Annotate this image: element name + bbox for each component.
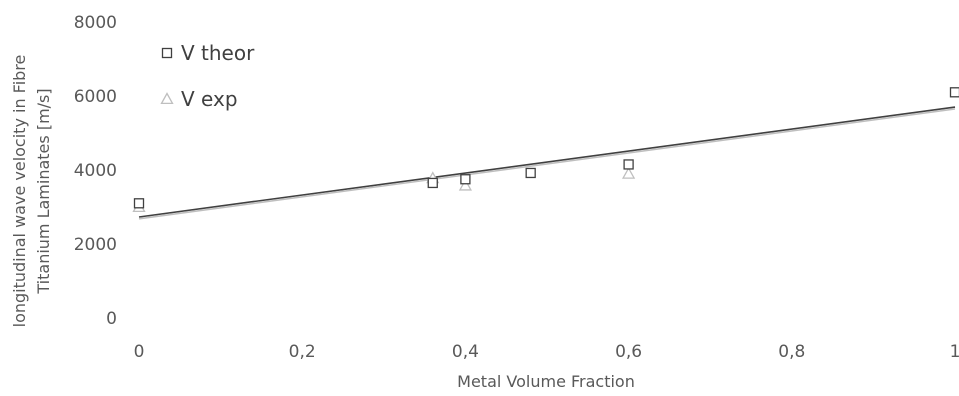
y-tick-label: 6000 [74, 87, 117, 107]
trendlines [139, 107, 955, 219]
x-axis-title: Metal Volume Fraction [457, 372, 635, 391]
theor-point-2 [461, 175, 470, 184]
x-tick-label: 1 [950, 342, 959, 362]
legend-marker-1 [162, 94, 173, 104]
theor-point-5 [951, 88, 959, 97]
y-axis-title-line-1: longitudinal wave velocity in Fibre [10, 55, 29, 328]
x-tick-label: 0,8 [778, 342, 805, 362]
y-tick-label: 0 [106, 309, 117, 329]
trendline-1 [139, 109, 955, 219]
x-tick-label: 0,2 [289, 342, 316, 362]
legend-label-1: V exp [181, 87, 238, 111]
exp-point-3 [623, 168, 634, 178]
x-tick-labels: 0 0,2 0,4 0,6 0,8 1 [134, 342, 959, 362]
theor-point-1 [428, 178, 437, 187]
theor-point-0 [135, 199, 144, 208]
x-tick-label: 0,6 [615, 342, 642, 362]
theor-point-3 [526, 168, 535, 177]
x-tick-label: 0,4 [452, 342, 479, 362]
trendline-0 [139, 107, 955, 217]
legend-marker-0 [163, 49, 172, 58]
x-tick-label: 0 [134, 342, 145, 362]
data-markers [134, 88, 959, 212]
y-tick-label: 8000 [74, 13, 117, 33]
y-tick-labels: 0 2000 4000 6000 8000 [74, 13, 117, 329]
legend: V theor V exp [162, 41, 256, 111]
y-axis-title-line-2: Titanium Laminates [m/s] [34, 88, 53, 294]
y-tick-label: 4000 [74, 161, 117, 181]
legend-label-0: V theor [181, 41, 255, 65]
theor-point-4 [624, 160, 633, 169]
y-tick-label: 2000 [74, 235, 117, 255]
